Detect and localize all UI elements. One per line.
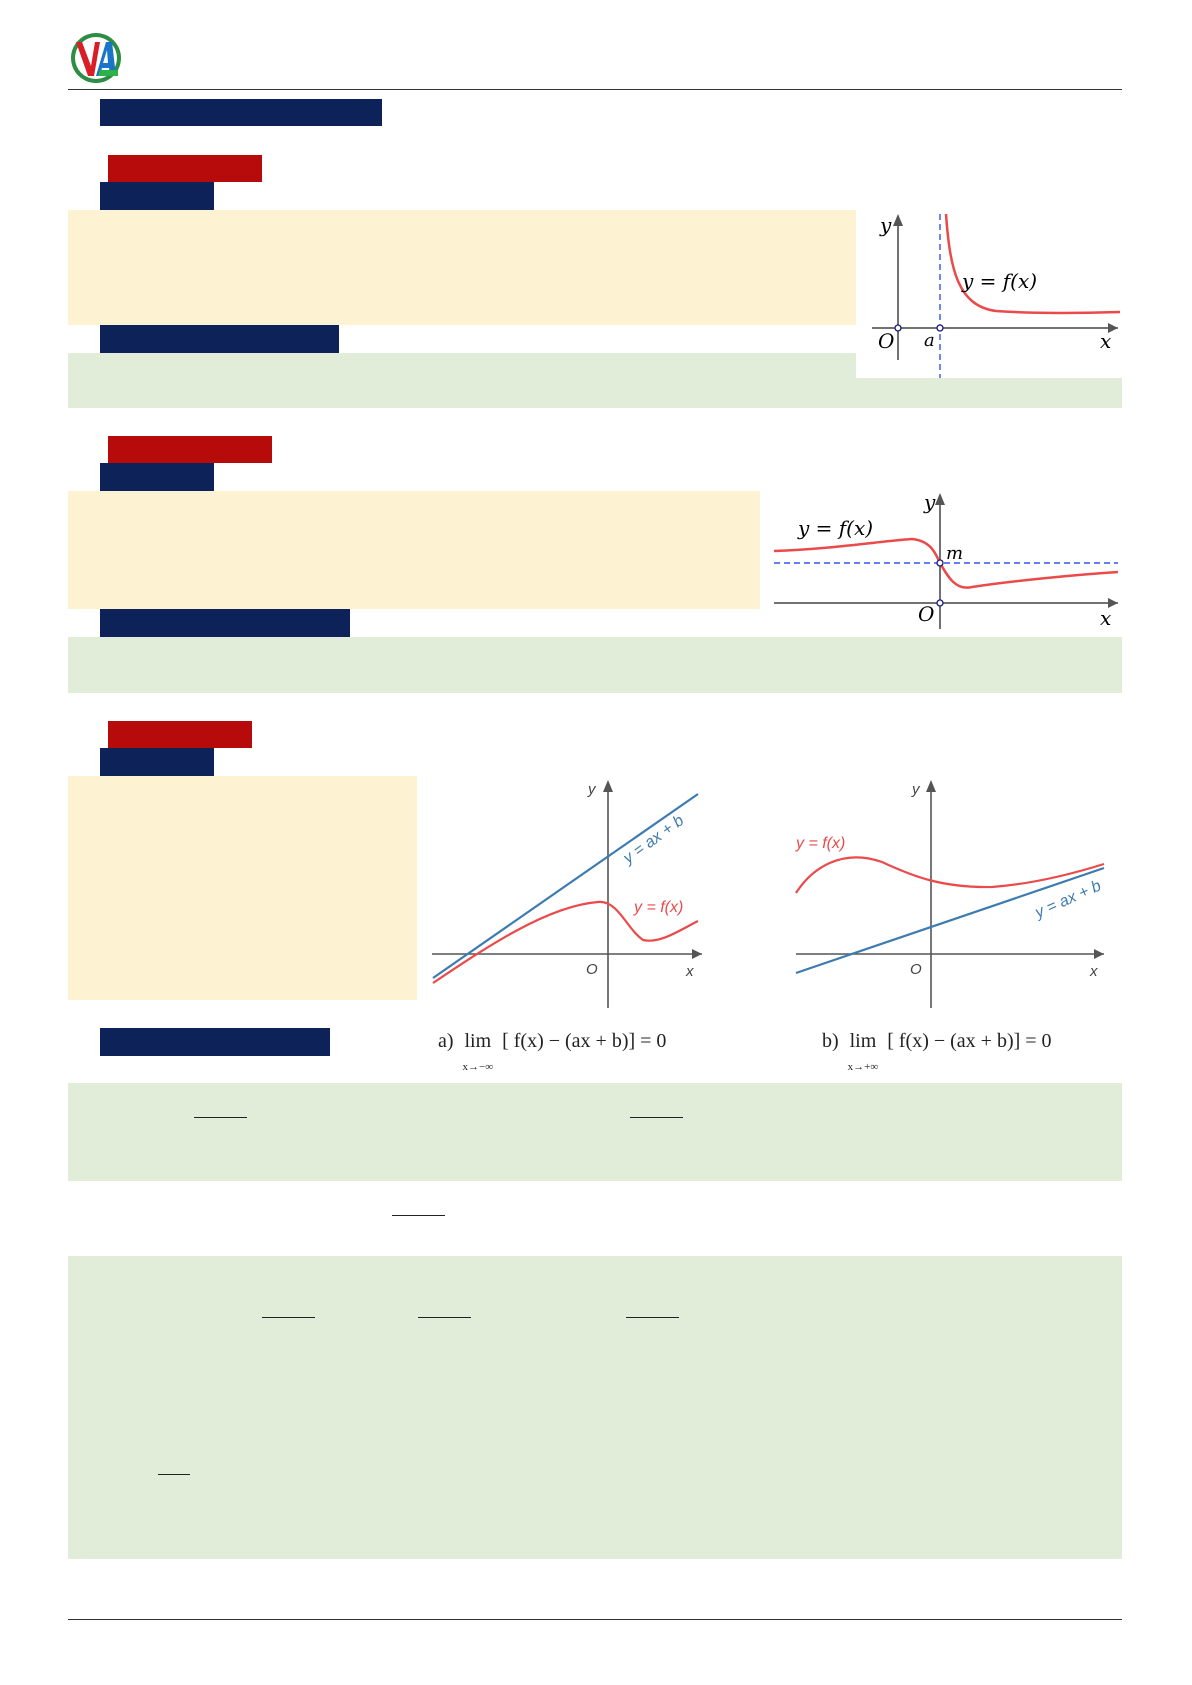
figure-vertical-asymptote: y x O a y = f(x) <box>856 210 1122 378</box>
figure-oblique-asymptote-a: y x O y = ax + b y = f(x) <box>428 778 708 1012</box>
caption-a-lim: lim <box>464 1030 492 1052</box>
a-label: a <box>924 330 935 351</box>
y-axis-label: y <box>879 213 892 237</box>
section-1-example-bar <box>100 325 339 353</box>
y-axis-label: y <box>911 781 921 798</box>
chapter-heading-bar <box>100 99 382 126</box>
section-1-definition-bar <box>100 182 214 210</box>
caption-a-expr: [ f(x) − (ax + b)] = 0 <box>502 1030 667 1052</box>
caption-a-sub: x→−∞ <box>462 1061 494 1073</box>
y-axis-label: y <box>923 490 936 514</box>
x-axis-label: x <box>1089 963 1098 980</box>
section-3-definition-box <box>68 776 417 1000</box>
origin-label: O <box>910 961 922 978</box>
fraction-bar <box>194 1117 247 1118</box>
fraction-bar <box>626 1317 679 1318</box>
section-3-example-bar <box>100 1028 330 1056</box>
origin-label: O <box>918 602 934 626</box>
x-axis-label: x <box>685 963 694 980</box>
caption-b-label: b) <box>822 1030 839 1052</box>
section-1-heading-bar <box>108 155 262 182</box>
logo <box>70 32 122 84</box>
line-label: y = ax + b <box>1032 878 1104 923</box>
caption-b-expr: [ f(x) − (ax + b)] = 0 <box>887 1030 1052 1052</box>
line-label: y = ax + b <box>620 812 688 868</box>
footer-rule <box>68 1619 1122 1620</box>
section-3-example-box-1 <box>68 1083 1122 1181</box>
section-3-example-box-2 <box>68 1256 1122 1559</box>
header-rule <box>68 89 1122 90</box>
y-axis-label: y <box>587 781 597 798</box>
logo-icon <box>71 33 121 83</box>
caption-b-lim: lim <box>849 1030 877 1052</box>
fraction-bar <box>158 1474 190 1475</box>
x-axis-label: x <box>1100 329 1111 353</box>
section-2-example-box <box>68 637 1122 693</box>
fraction-bar <box>630 1117 683 1118</box>
fraction-bar <box>262 1317 315 1318</box>
figure-oblique-asymptote-b: y x O y = ax + b y = f(x) <box>792 778 1122 1012</box>
caption-a-label: a) <box>438 1030 454 1052</box>
curve-label: y = f(x) <box>633 899 683 916</box>
origin-label: O <box>878 329 894 353</box>
curve-label: y = f(x) <box>797 516 873 540</box>
caption-a: a) lim x→−∞ [ f(x) − (ax + b)] = 0 <box>438 1030 666 1076</box>
fraction-bar <box>418 1317 471 1318</box>
section-3-heading-bar <box>108 721 252 748</box>
m-label: m <box>946 543 963 564</box>
section-2-definition-box <box>68 491 760 609</box>
curve-label: y = f(x) <box>961 269 1037 293</box>
section-1-definition-box <box>68 210 856 325</box>
figure-horizontal-asymptote: y x O m y = f(x) <box>772 489 1122 633</box>
curve-label: y = f(x) <box>795 835 845 852</box>
x-axis-label: x <box>1100 606 1111 630</box>
section-2-definition-bar <box>100 463 214 491</box>
origin-label: O <box>586 961 598 978</box>
fraction-bar <box>392 1215 445 1216</box>
section-2-heading-bar <box>108 436 272 463</box>
section-3-definition-bar <box>100 748 214 776</box>
section-2-example-bar <box>100 609 350 637</box>
caption-b-sub: x→+∞ <box>847 1061 879 1073</box>
caption-b: b) lim x→+∞ [ f(x) − (ax + b)] = 0 <box>822 1030 1052 1076</box>
